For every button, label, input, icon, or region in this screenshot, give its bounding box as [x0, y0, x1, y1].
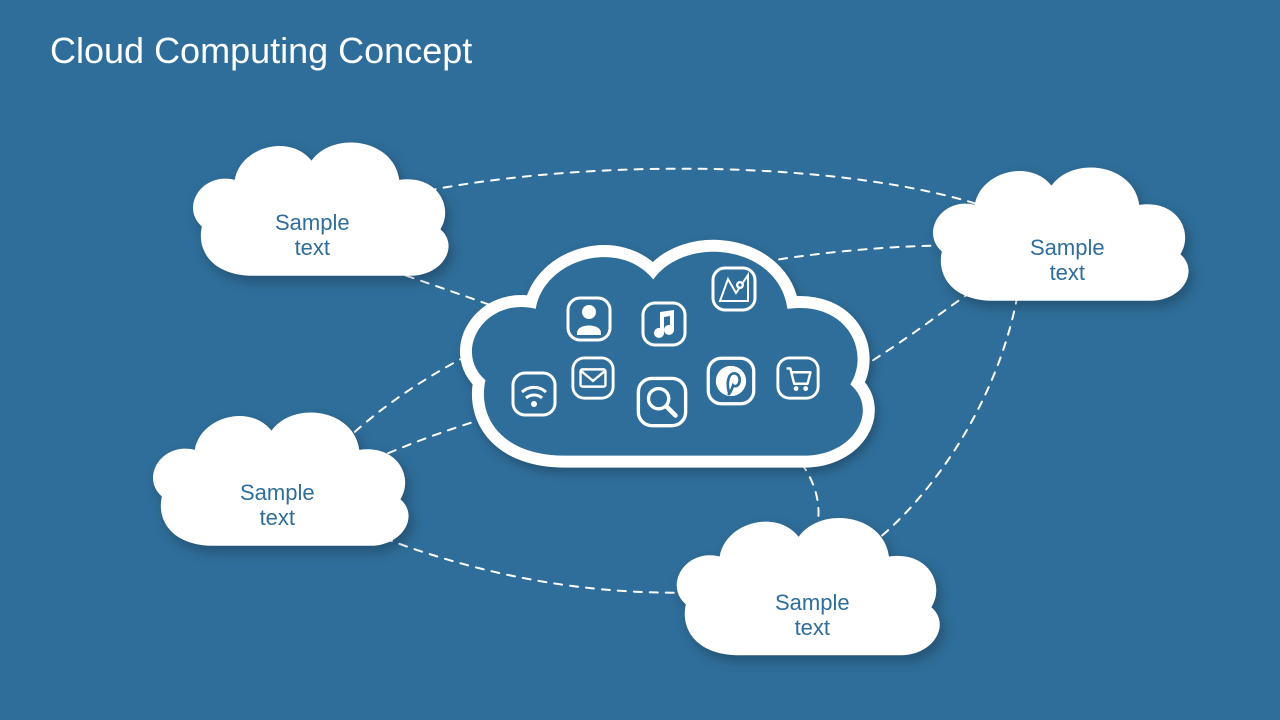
diagram-canvas: Cloud Computing Concept Sample textSampl… — [0, 0, 1280, 720]
satellite-cloud-label-br: Sample text — [775, 590, 850, 641]
satellite-cloud-label-tr: Sample text — [1030, 235, 1105, 286]
mail-icon — [570, 355, 616, 401]
map-pin-icon — [710, 265, 758, 313]
satellite-cloud-label-bl: Sample text — [240, 480, 315, 531]
pinterest-icon — [705, 355, 757, 407]
music-icon — [640, 300, 688, 348]
wifi-icon — [510, 370, 558, 418]
cart-icon — [775, 355, 821, 401]
satellite-cloud-br — [665, 500, 955, 675]
search-icon — [635, 375, 689, 429]
satellite-cloud-label-tl: Sample text — [275, 210, 350, 261]
person-icon — [565, 295, 613, 343]
